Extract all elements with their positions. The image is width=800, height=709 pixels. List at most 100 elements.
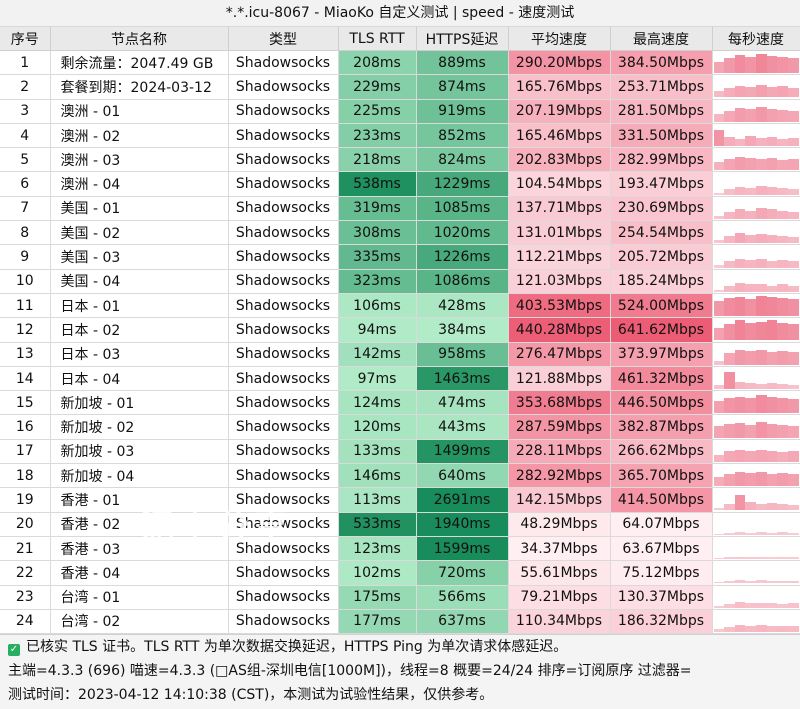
- table-row[interactable]: 19 香港 - 01 Shadowsocks 113ms 2691ms 142.15Mbp…: [0, 487, 800, 513]
- row-avg-speed: 121.03Mbps: [508, 269, 611, 294]
- spark-bar: [756, 208, 767, 219]
- table-row[interactable]: 2 套餐到期：2024-03-12 Shadowsocks 229ms 874ms 165…: [0, 74, 800, 100]
- spark-bar: [724, 285, 735, 292]
- spark-bar: [734, 350, 746, 365]
- table-row[interactable]: 8 美国 - 02 Shadowsocks 308ms 1020ms 131.01Mbps…: [0, 220, 800, 246]
- row-type: Shadowsocks: [228, 171, 339, 197]
- table-row[interactable]: 21 香港 - 03 Shadowsocks 123ms 1599ms 34.37Mbps…: [0, 536, 800, 562]
- spark-bar: [734, 396, 746, 414]
- spark-bar: [766, 352, 778, 365]
- row-index: 17: [0, 439, 51, 465]
- col-index-header[interactable]: 序号: [0, 27, 51, 51]
- spark-bar: [766, 285, 778, 292]
- spark-bar: [787, 211, 799, 219]
- spark-bar: [734, 494, 746, 511]
- spark-bar: [787, 426, 799, 438]
- spark-bar: [724, 323, 735, 341]
- row-https-latency: 889ms: [416, 50, 509, 76]
- spark-bar: [745, 603, 756, 608]
- row-per-second-sparkline: [712, 244, 800, 270]
- table-row[interactable]: 11 日本 - 01 Shadowsocks 106ms 428ms 403.53Mbps…: [0, 293, 800, 319]
- table-row[interactable]: 22 香港 - 04 Shadowsocks 102ms 720ms 55.61Mbps 7…: [0, 560, 800, 586]
- spark-bar: [777, 159, 788, 171]
- table-row[interactable]: 5 澳洲 - 03 Shadowsocks 218ms 824ms 202.83Mbps 2…: [0, 147, 800, 173]
- row-tls-rtt: 97ms: [338, 366, 417, 392]
- window-title: *.*.icu-8067 - MiaoKo 自定义测试 | speed - 速度…: [0, 0, 800, 27]
- spark-bar: [787, 384, 799, 389]
- table-row[interactable]: 14 日本 - 04 Shadowsocks 97ms 1463ms 121.88Mbps…: [0, 366, 800, 392]
- col-type-header[interactable]: 类型: [228, 27, 339, 51]
- row-type: Shadowsocks: [228, 317, 339, 343]
- spark-bar: [756, 259, 767, 268]
- table-row[interactable]: 17 新加坡 - 03 Shadowsocks 133ms 1499ms 228.11Mb…: [0, 439, 800, 465]
- spark-bar: [713, 161, 725, 171]
- table-row[interactable]: 12 日本 - 02 Shadowsocks 94ms 384ms 440.28Mbps 6…: [0, 317, 800, 343]
- spark-bar: [724, 136, 735, 147]
- check-icon: ✓: [8, 644, 20, 656]
- row-node-name: 澳洲 - 03: [50, 147, 229, 173]
- spark-bar: [756, 625, 767, 632]
- table-row[interactable]: 13 日本 - 03 Shadowsocks 142ms 958ms 276.47Mbps…: [0, 342, 800, 367]
- footer-test-time: 测试时间：2023-04-12 14:10:38 (CST)，本测试为试验性结果…: [8, 687, 494, 703]
- spark-bar: [745, 502, 756, 511]
- col-name-header[interactable]: 节点名称: [50, 27, 229, 51]
- table-row[interactable]: 6 澳洲 - 04 Shadowsocks 538ms 1229ms 104.54Mbps…: [0, 171, 800, 197]
- table-row[interactable]: 3 澳洲 - 01 Shadowsocks 225ms 919ms 207.19Mbps 2…: [0, 99, 800, 124]
- row-type: Shadowsocks: [228, 220, 339, 246]
- row-tls-rtt: 538ms: [338, 171, 417, 197]
- table-row[interactable]: 23 台湾 - 01 Shadowsocks 175ms 566ms 79.21Mbps 1…: [0, 585, 800, 610]
- row-avg-speed: 79.21Mbps: [508, 585, 611, 610]
- row-avg-speed: 34.37Mbps: [508, 536, 611, 562]
- spark-bar: [766, 157, 778, 171]
- row-https-latency: 2691ms: [416, 487, 509, 513]
- row-https-latency: 1940ms: [416, 512, 509, 537]
- row-https-latency: 637ms: [416, 609, 509, 635]
- table-row[interactable]: 18 新加坡 - 04 Shadowsocks 146ms 640ms 282.92Mbp…: [0, 463, 800, 489]
- table-header-row: 序号 节点名称 类型 TLS RTT HTTPS延迟 平均速度 最高速度 每秒速…: [0, 27, 800, 51]
- row-max-speed: 193.47Mbps: [610, 171, 713, 197]
- spark-bar: [777, 110, 788, 122]
- table-row[interactable]: 1 剩余流量：2047.49 GB Shadowsocks 208ms 889ms 290…: [0, 50, 800, 76]
- table-row[interactable]: 15 新加坡 - 01 Shadowsocks 124ms 474ms 353.68Mbp…: [0, 390, 800, 416]
- spark-bar: [724, 451, 735, 462]
- spark-bar: [787, 261, 799, 268]
- row-max-speed: 253.71Mbps: [610, 74, 713, 100]
- row-node-name: 新加坡 - 04: [50, 463, 229, 489]
- row-per-second-sparkline: [712, 536, 800, 562]
- table-row[interactable]: 9 美国 - 03 Shadowsocks 335ms 1226ms 112.21Mbps…: [0, 244, 800, 270]
- row-node-name: 澳洲 - 01: [50, 99, 229, 124]
- col-persec-header[interactable]: 每秒速度: [712, 27, 800, 51]
- spark-bar: [756, 284, 767, 292]
- spark-bar: [787, 299, 799, 317]
- col-avg-header[interactable]: 平均速度: [508, 27, 611, 51]
- row-node-name: 新加坡 - 03: [50, 439, 229, 465]
- spark-bar: [787, 557, 799, 560]
- row-index: 1: [0, 50, 51, 76]
- col-https-header[interactable]: HTTPS延迟: [416, 27, 509, 51]
- row-per-second-sparkline: [712, 269, 800, 294]
- spark-bar: [777, 425, 788, 438]
- table-row[interactable]: 16 新加坡 - 02 Shadowsocks 120ms 443ms 287.59Mbp…: [0, 414, 800, 440]
- row-max-speed: 461.32Mbps: [610, 366, 713, 392]
- spark-bar: [713, 384, 725, 389]
- row-node-name: 美国 - 03: [50, 244, 229, 270]
- table-row[interactable]: 10 美国 - 04 Shadowsocks 323ms 1086ms 121.03Mbp…: [0, 269, 800, 294]
- row-index: 6: [0, 171, 51, 197]
- row-https-latency: 720ms: [416, 560, 509, 586]
- table-row[interactable]: 7 美国 - 01 Shadowsocks 319ms 1085ms 137.71Mbps…: [0, 196, 800, 222]
- spark-bar: [713, 215, 725, 219]
- table-row[interactable]: 20 香港 - 02 Shadowsocks 533ms 1940ms 48.29Mbps…: [0, 512, 800, 537]
- spark-bar: [724, 211, 735, 219]
- spark-bar: [734, 297, 746, 317]
- row-avg-speed: 112.21Mbps: [508, 244, 611, 270]
- spark-bar: [724, 111, 735, 122]
- row-index: 13: [0, 342, 51, 367]
- col-max-header[interactable]: 最高速度: [610, 27, 713, 51]
- row-node-name: 澳洲 - 02: [50, 123, 229, 149]
- spark-bar: [713, 558, 725, 560]
- row-tls-rtt: 94ms: [338, 317, 417, 343]
- row-max-speed: 373.97Mbps: [610, 342, 713, 367]
- col-tls-header[interactable]: TLS RTT: [338, 27, 417, 51]
- table-row[interactable]: 4 澳洲 - 02 Shadowsocks 233ms 852ms 165.46Mbps 3…: [0, 123, 800, 149]
- table-row[interactable]: 24 台湾 - 02 Shadowsocks 177ms 637ms 110.34Mbps…: [0, 609, 800, 635]
